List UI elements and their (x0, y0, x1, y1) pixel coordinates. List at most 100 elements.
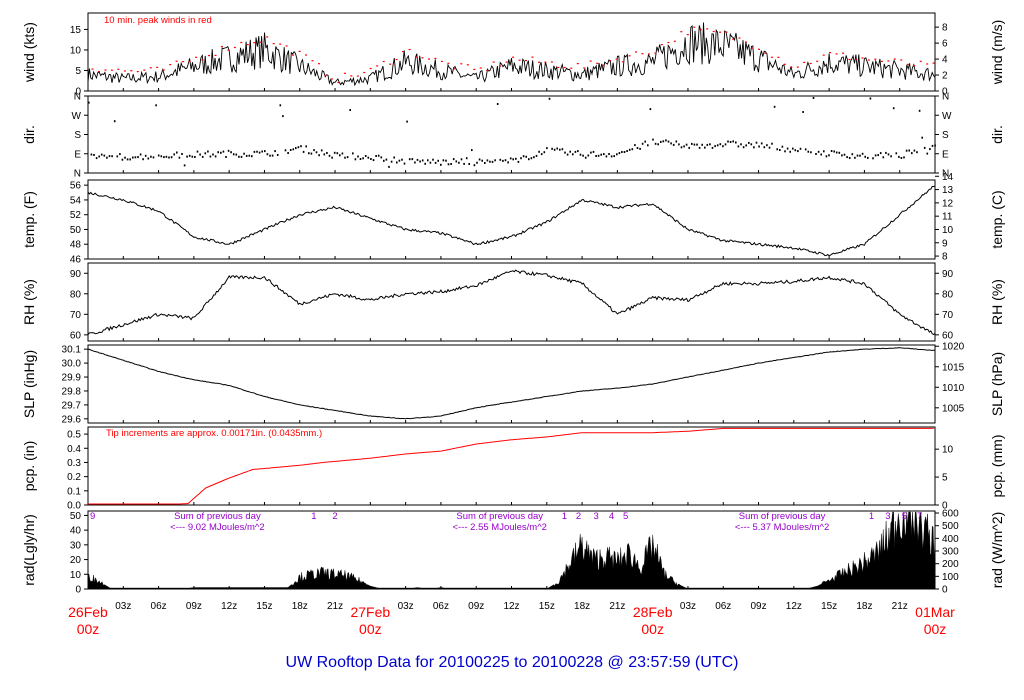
direction-point (735, 141, 737, 144)
event-mark: 1 (311, 511, 316, 522)
peak-wind-mark (719, 31, 722, 33)
peak-wind-mark (835, 53, 838, 55)
right-tick-label: 0 (942, 87, 948, 98)
right-axis-title: rad (W/m^2) (989, 512, 1005, 589)
left-axis-title: SLP (inHg) (21, 350, 37, 418)
direction-point (305, 145, 307, 148)
left-tick-label: 80 (70, 289, 82, 300)
left-tick-label: 0.3 (67, 458, 81, 469)
panel-rh: 60 70 80 90 60 70 80 90 RH (%) RH (%) (21, 262, 1005, 342)
direction-point (408, 158, 411, 161)
direction-point (507, 161, 509, 164)
direction-point (569, 150, 571, 153)
direction-point (238, 155, 240, 158)
direction-point (468, 163, 470, 165)
peak-wind-mark (285, 45, 288, 47)
direction-point (830, 150, 833, 152)
right-tick-label: 600 (942, 509, 959, 520)
left-tick-label: 60 (70, 330, 82, 341)
direction-point (199, 153, 201, 156)
peak-wind-mark (913, 65, 916, 67)
hour-tick-label: 06z (151, 601, 167, 612)
direction-point (427, 159, 429, 162)
direction-point (352, 152, 354, 155)
direction-point (201, 155, 204, 158)
direction-point (419, 160, 421, 163)
direction-point (698, 146, 701, 149)
direction-point (931, 144, 934, 147)
direction-point (380, 156, 383, 159)
direction-point (445, 159, 447, 162)
left-tick-label: 15 (70, 25, 82, 36)
direction-point (621, 151, 623, 153)
direction-point (918, 109, 921, 112)
panel-frame (87, 344, 936, 424)
direction-point (722, 145, 724, 148)
direction-point (701, 143, 703, 146)
direction-point (248, 154, 251, 157)
direction-point (835, 151, 838, 154)
direction-point (660, 140, 662, 143)
direction-point (295, 147, 297, 150)
direction-point (429, 161, 432, 164)
direction-point (124, 156, 126, 159)
right-tick-label: 8 (942, 252, 948, 263)
direction-point (807, 150, 810, 153)
left-tick-label: 50 (70, 225, 82, 236)
peak-wind-mark (505, 61, 508, 63)
direction-point (794, 149, 797, 152)
direction-point (134, 156, 137, 159)
direction-point (779, 149, 781, 151)
left-tick-label: 30.1 (62, 345, 82, 356)
hour-tick-label: 12z (221, 601, 237, 612)
direction-point (810, 151, 812, 154)
peak-wind-mark (641, 53, 644, 55)
direction-point (349, 109, 351, 111)
peak-wind-mark (330, 78, 333, 80)
direction-point (665, 139, 667, 142)
peak-wind-mark (790, 66, 793, 68)
direction-point (885, 151, 887, 154)
peak-wind-mark (208, 55, 210, 57)
hour-tick-label: 09z (750, 601, 766, 612)
event-mark: 2 (332, 511, 337, 522)
direction-point (802, 111, 804, 113)
right-tick-label: 80 (942, 289, 954, 300)
peak-wind-mark (279, 43, 282, 45)
left-tick-label: 48 (70, 240, 82, 251)
direction-point (308, 152, 310, 155)
direction-point (608, 153, 610, 155)
right-tick-label: 14 (942, 172, 954, 183)
direction-point (142, 158, 144, 161)
peak-wind-mark (855, 58, 857, 61)
peak-wind-mark (162, 69, 165, 71)
peak-wind-mark (91, 68, 94, 70)
peak-wind-mark (259, 41, 262, 43)
direction-point (181, 153, 183, 155)
direction-point (367, 156, 370, 159)
direction-point (771, 142, 773, 145)
direction-point (742, 146, 745, 149)
peak-wind-mark (926, 63, 929, 65)
day-label-hour: 00z (641, 621, 664, 637)
direction-point (194, 156, 196, 158)
direction-point (799, 147, 802, 150)
direction-point (856, 154, 859, 157)
peak-wind-mark (408, 48, 411, 51)
direction-point (838, 151, 841, 154)
direction-point (929, 148, 931, 151)
direction-point (729, 141, 732, 143)
direction-point (152, 156, 155, 159)
direction-point (755, 141, 758, 144)
direction-point (528, 158, 530, 161)
direction-point (147, 157, 150, 160)
direction-point (235, 153, 238, 156)
direction-point (905, 149, 908, 152)
direction-point (100, 153, 103, 156)
peak-wind-mark (699, 29, 702, 31)
left-tick-label: 10 (70, 570, 82, 581)
direction-point (302, 150, 305, 153)
direction-point (354, 158, 357, 161)
direction-point (331, 156, 333, 159)
left-tick-label: 30 (70, 540, 82, 551)
